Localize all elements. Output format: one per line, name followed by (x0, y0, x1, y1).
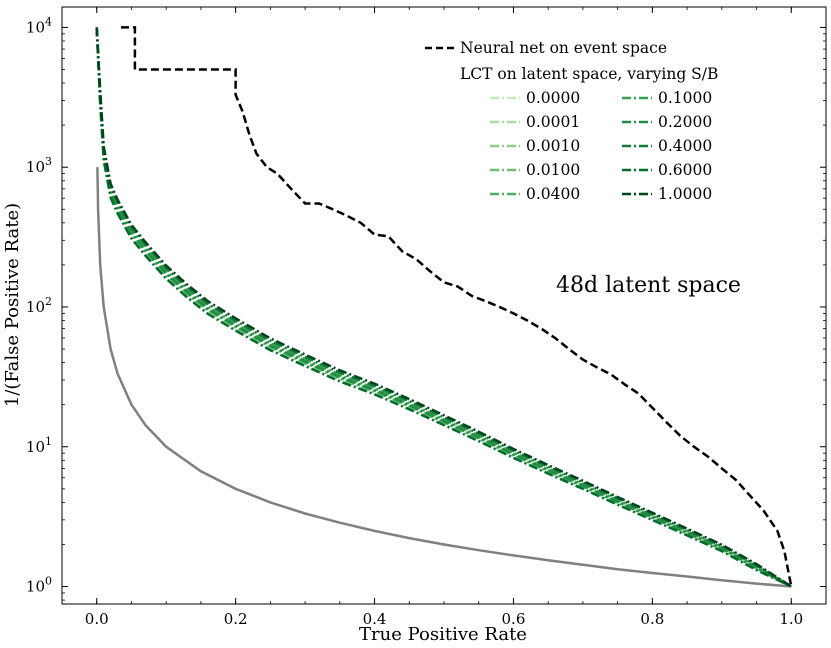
lct-curve-0.6000 (95, 27, 792, 588)
x-tick-label: 0.6 (502, 610, 526, 628)
neural-net-curve (121, 26, 793, 587)
y-axis-label: 1/(False Positive Rate) (2, 203, 23, 407)
x-tick-label: 0.8 (640, 610, 664, 628)
series-layer (95, 26, 793, 588)
y-tick-label: 101 (26, 435, 52, 456)
legend-label-neural-net: Neural net on event space (460, 39, 667, 57)
x-tick-label: 0.4 (363, 610, 387, 628)
legend-label-0.4000: 0.4000 (658, 137, 712, 155)
y-tick-label: 103 (26, 155, 52, 176)
legend-label-1.0000: 1.0000 (658, 185, 712, 203)
y-tick-label: 100 (26, 575, 52, 596)
lct-curve-1.0000 (95, 27, 792, 588)
x-tick-label: 0.2 (224, 610, 248, 628)
legend-label-0.0000: 0.0000 (526, 89, 580, 107)
legend-label-0.0400: 0.0400 (526, 185, 580, 203)
legend-label-0.0001: 0.0001 (526, 113, 580, 131)
legend-label-0.1000: 0.1000 (658, 89, 712, 107)
lct-curve-0.4000 (95, 27, 792, 588)
lct-curve-0.1000 (95, 27, 792, 588)
latent-space-annotation: 48d latent space (556, 273, 741, 298)
x-tick-label: 1.0 (779, 610, 803, 628)
legend-label-0.0010: 0.0010 (526, 137, 580, 155)
legend-title-lct: LCT on latent space, varying S/B (460, 65, 718, 83)
y-tick-label: 104 (26, 15, 52, 36)
lct-curve-0.2000 (95, 27, 792, 588)
legend-entries: 0.0000 0.0001 0.0010 0.0100 0.0400 0.1000 0.20… (490, 89, 712, 203)
legend-label-0.0100: 0.0100 (526, 161, 580, 179)
x-axis-label: True Positive Rate (359, 624, 527, 645)
y-tick-label: 102 (26, 295, 52, 316)
legend-label-0.6000: 0.6000 (658, 161, 712, 179)
baseline-curve (96, 167, 792, 588)
legend: Neural net on event space LCT on latent … (425, 39, 718, 203)
axis-ticks: 0.0 0.2 0.4 0.6 0.8 1.0 100 101 102 103 104 (26, 7, 826, 628)
legend-label-0.2000: 0.2000 (658, 113, 712, 131)
x-tick-label: 0.0 (85, 610, 109, 628)
